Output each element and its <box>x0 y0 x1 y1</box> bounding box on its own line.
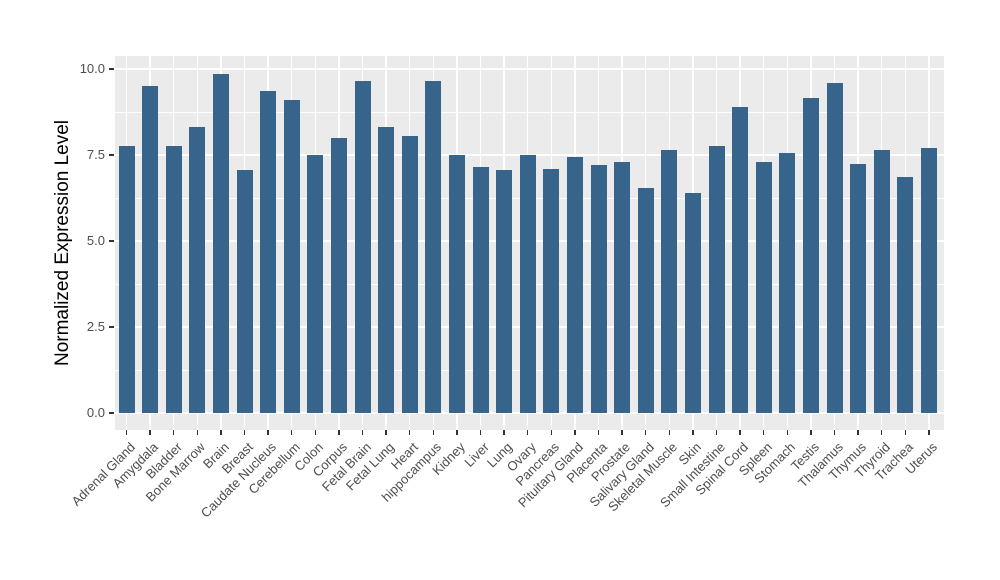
bar-brain <box>212 74 229 413</box>
bar-spinal-cord <box>732 106 749 413</box>
y-axis-tick-label: 7.5 <box>86 147 105 162</box>
bar-thyroid <box>873 149 890 413</box>
bar-cerebellum <box>283 99 300 413</box>
x-axis-tick-mark <box>810 430 812 435</box>
bar-ovary <box>519 155 536 413</box>
bar-pancreas <box>543 168 560 413</box>
y-axis-tick-mark <box>109 154 114 156</box>
x-axis-tick-mark <box>314 430 317 435</box>
y-axis-tick-mark <box>109 326 114 328</box>
x-axis-tick-mark <box>621 430 623 435</box>
bar-corpus <box>330 137 347 413</box>
y-axis-tick-label: 10.0 <box>79 61 105 76</box>
bar-small-intestine <box>708 146 725 413</box>
bar-breast <box>236 170 253 413</box>
bar-skeletal-muscle <box>661 149 678 413</box>
x-axis-tick-mark <box>338 430 340 435</box>
x-axis-tick-mark <box>928 430 930 435</box>
x-axis-tick-mark <box>597 430 600 435</box>
x-axis-tick-mark <box>290 430 293 435</box>
bar-fetal-lung <box>378 127 395 413</box>
x-axis-tick-mark <box>432 430 435 435</box>
x-axis-tick-mark <box>668 430 671 435</box>
y-axis-tick-mark <box>109 412 114 414</box>
bar-amygdala <box>142 86 159 413</box>
x-axis-tick-mark <box>550 430 553 435</box>
bar-uterus <box>920 148 937 413</box>
x-axis-tick-mark <box>267 430 269 435</box>
bar-stomach <box>779 153 796 413</box>
x-axis-tick-mark <box>833 430 836 435</box>
bar-pituitary-gland <box>566 156 583 413</box>
bar-testis <box>802 98 819 413</box>
x-axis-tick-mark <box>479 430 482 435</box>
x-axis-tick-mark <box>149 430 151 435</box>
gridline-major-horizontal <box>115 68 944 70</box>
bar-placenta <box>590 165 607 413</box>
bar-heart <box>401 136 418 413</box>
y-axis-tick-label: 5.0 <box>86 233 105 248</box>
bar-fetal-brain <box>354 81 371 413</box>
x-axis-tick-mark <box>880 430 883 435</box>
y-axis-tick-label: 2.5 <box>86 319 105 334</box>
x-axis-tick-mark <box>692 430 694 435</box>
x-axis-tick-mark <box>574 430 576 435</box>
x-axis-tick-mark <box>526 430 529 435</box>
bar-caudate-nucleus <box>260 91 277 413</box>
bar-skin <box>684 192 701 413</box>
bar-thalamus <box>826 82 843 413</box>
x-axis-tick-mark <box>172 430 175 435</box>
x-axis-tick-mark <box>456 430 458 435</box>
bar-liver <box>472 167 489 413</box>
x-axis-tick-mark <box>361 430 364 435</box>
x-axis-tick-mark <box>786 430 789 435</box>
x-axis-tick-mark <box>739 430 741 435</box>
x-axis-tick-mark <box>904 430 907 435</box>
bar-colon <box>307 155 324 413</box>
x-axis-tick-mark <box>196 430 199 435</box>
bar-salivary-gland <box>637 187 654 413</box>
bar-kidney <box>448 155 465 413</box>
bar-spleen <box>755 161 772 413</box>
x-axis-tick-mark <box>125 430 128 435</box>
gridline-major-horizontal <box>115 154 944 156</box>
bar-thymus <box>850 163 867 413</box>
x-axis-tick-mark <box>644 430 647 435</box>
bar-bone-marrow <box>189 127 206 413</box>
bar-trachea <box>897 177 914 413</box>
x-axis-tick-mark <box>715 430 718 435</box>
bar-adrenal-gland <box>118 146 135 413</box>
bar-hippocampus <box>425 81 442 413</box>
y-axis-tick-mark <box>109 240 114 242</box>
x-axis-tick-mark <box>408 430 411 435</box>
bar-prostate <box>614 161 631 413</box>
x-axis-tick-mark <box>385 430 387 435</box>
x-axis-tick-mark <box>220 430 222 435</box>
bar-lung <box>496 170 513 413</box>
bar-bladder <box>165 146 182 413</box>
y-axis-tick-mark <box>109 68 114 70</box>
y-axis-tick-label: 0.0 <box>86 405 105 420</box>
x-axis-tick-mark <box>762 430 765 435</box>
x-axis-tick-mark <box>243 430 246 435</box>
x-axis-tick-mark <box>857 430 859 435</box>
gridline-minor-horizontal <box>115 111 944 113</box>
x-axis-tick-mark <box>503 430 505 435</box>
